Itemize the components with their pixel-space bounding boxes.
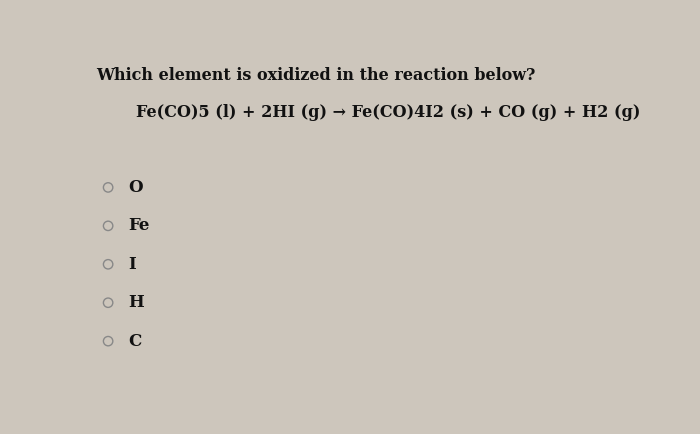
Text: Fe(CO)5 (l) + 2HI (g) → Fe(CO)4I2 (s) + CO (g) + H2 (g): Fe(CO)5 (l) + 2HI (g) → Fe(CO)4I2 (s) + … [136, 104, 640, 121]
Text: Fe: Fe [128, 217, 150, 234]
Text: Which element is oxidized in the reaction below?: Which element is oxidized in the reactio… [96, 67, 535, 84]
Text: C: C [128, 332, 141, 350]
Text: H: H [128, 294, 144, 311]
Text: I: I [128, 256, 136, 273]
Text: O: O [128, 179, 143, 196]
